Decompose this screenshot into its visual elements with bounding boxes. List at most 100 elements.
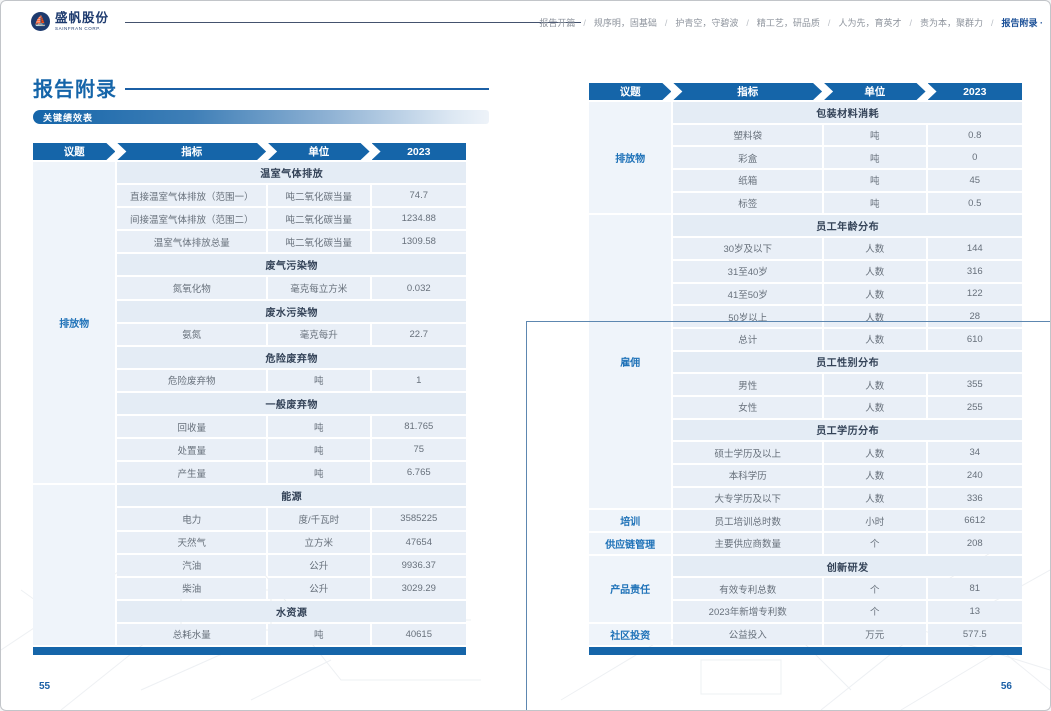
value-cell: 6.765 xyxy=(371,462,466,484)
nav-item[interactable]: 护青空，守碧波 xyxy=(675,18,739,28)
indicator-cell: 硕士学历及以上 xyxy=(673,442,823,463)
unit-cell: 个 xyxy=(824,601,926,622)
indicator-cell: 总计 xyxy=(673,328,823,350)
section-row: 废水污染物 xyxy=(117,300,466,322)
indicator-cell: 产生量 xyxy=(117,462,267,484)
report-section-nav: 报告开篇 / 规序明，固基础 / 护青空，守碧波 / 精工艺，研品质 / 人为先，育英才 / 责为本… xyxy=(539,16,1043,29)
section-row: 水资源 xyxy=(117,600,466,622)
value-cell: 1309.58 xyxy=(371,231,466,253)
indicator-cell: 31至40岁 xyxy=(673,260,823,282)
indicator-cell: 处置量 xyxy=(117,439,267,461)
unit-cell: 吨 xyxy=(824,170,926,191)
section-row: 危险废弃物 xyxy=(117,346,466,368)
unit-cell: 吨 xyxy=(268,623,370,645)
nav-item[interactable]: 规序明，固基础 xyxy=(593,18,657,28)
table-body: 排放物 温室气体排放 直接温室气体排放（范围一） 吨二氧化碳当量 74.7 间接温室气体排… xyxy=(33,162,466,645)
indicator-cell: 主要供应商数量 xyxy=(673,533,823,554)
unit-cell: 人数 xyxy=(824,260,926,282)
indicator-cell: 汽油 xyxy=(117,554,267,576)
table-header: 议题 指标 单位 2023 xyxy=(33,143,466,160)
unit-cell: 个 xyxy=(824,578,926,600)
unit-cell: 吨二氧化碳当量 xyxy=(268,185,370,207)
indicator-cell: 标签 xyxy=(673,192,823,214)
title-rule xyxy=(125,88,489,90)
topic-cell: 排放物 xyxy=(33,162,116,484)
indicator-cell: 50岁以上 xyxy=(673,306,823,327)
table-footer-bar xyxy=(589,646,1022,655)
indicator-cell: 2023年新增专利数 xyxy=(673,601,823,622)
value-cell: 6612 xyxy=(927,510,1022,532)
nav-separator: / xyxy=(583,17,586,28)
unit-cell: 小时 xyxy=(824,510,926,532)
unit-cell: 人数 xyxy=(824,487,926,509)
indicator-cell: 有效专利总数 xyxy=(673,578,823,600)
unit-cell: 人数 xyxy=(824,465,926,486)
nav-item[interactable]: 报告附录 · xyxy=(1001,18,1044,28)
nav-separator: / xyxy=(990,17,994,28)
unit-cell: 立方米 xyxy=(268,531,370,553)
value-cell: 3029.29 xyxy=(371,577,466,599)
unit-cell: 吨 xyxy=(824,124,926,146)
unit-cell: 万元 xyxy=(824,623,926,645)
indicator-cell: 氨氮 xyxy=(117,323,267,345)
topic-cell: 雇佣 xyxy=(589,215,672,509)
unit-cell: 公升 xyxy=(268,577,370,599)
indicator-cell: 电力 xyxy=(117,508,267,530)
unit-cell: 人数 xyxy=(824,238,926,259)
unit-cell: 吨 xyxy=(268,462,370,484)
value-cell: 577.5 xyxy=(927,623,1022,645)
page-title: 报告附录 xyxy=(33,79,117,101)
brand-name-en: SAINFRAN CORP. xyxy=(55,25,102,31)
topic-cell: 排放物 xyxy=(589,102,672,214)
indicator-cell: 彩盒 xyxy=(673,147,823,169)
value-cell: 81.765 xyxy=(371,416,466,438)
value-cell: 9936.37 xyxy=(371,554,466,576)
logo-icon: ⛵ xyxy=(31,12,50,31)
indicator-cell: 男性 xyxy=(673,374,823,395)
nav-item[interactable]: 精工艺，研品质 xyxy=(756,18,820,28)
unit-cell: 人数 xyxy=(824,328,926,350)
value-cell: 144 xyxy=(927,238,1022,259)
value-cell: 22.7 xyxy=(371,323,466,345)
section-banner: 关键绩效表 xyxy=(33,110,489,124)
indicator-cell: 女性 xyxy=(673,396,823,418)
unit-cell: 吨 xyxy=(268,416,370,438)
topic-cell: 社区投资 xyxy=(589,623,672,645)
unit-cell: 个 xyxy=(824,533,926,554)
nav-item[interactable]: 报告开篇 xyxy=(539,18,576,28)
indicator-cell: 危险废弃物 xyxy=(117,369,267,391)
indicator-cell: 柴油 xyxy=(117,577,267,599)
indicator-cell: 天然气 xyxy=(117,531,267,553)
nav-separator: / xyxy=(827,17,831,28)
indicator-cell: 间接温室气体排放（范围二） xyxy=(117,208,267,230)
column-header: 单位 xyxy=(268,143,369,160)
value-cell: 208 xyxy=(927,533,1022,554)
value-cell: 75 xyxy=(371,439,466,461)
nav-separator: / xyxy=(664,17,668,28)
unit-cell: 吨 xyxy=(268,369,370,391)
value-cell: 0.8 xyxy=(927,124,1022,146)
nav-item[interactable]: 人为先，育英才 xyxy=(838,18,902,28)
unit-cell: 吨 xyxy=(268,439,370,461)
value-cell: 0 xyxy=(927,147,1022,169)
value-cell: 74.7 xyxy=(371,185,466,207)
unit-cell: 人数 xyxy=(824,396,926,418)
indicator-cell: 员工培训总时数 xyxy=(673,510,823,532)
nav-item[interactable]: 责为本，聚群力 xyxy=(919,18,983,28)
topic-cell xyxy=(33,485,116,645)
section-row: 包装材料消耗 xyxy=(673,102,1022,123)
value-cell: 13 xyxy=(927,601,1022,622)
kpi-table-left: 议题 指标 单位 2023 排放物 温室气体排放 直接温室气体排放（范围一） 吨二氧化碳当量 7… xyxy=(33,143,466,655)
table-footer-bar xyxy=(33,646,466,655)
kpi-table-right: 议题 指标 单位 2023 排放物 雇佣 培训 供应链管理 产品责任 社区投资 包装材料消耗 塑料袋吨… xyxy=(589,83,1022,655)
indicator-cell: 41至50岁 xyxy=(673,283,823,305)
table-header: 议题 指标 单位 2023 xyxy=(589,83,1022,100)
section-row: 能源 xyxy=(117,485,466,507)
value-cell: 1234.88 xyxy=(371,208,466,230)
topic-cell: 供应链管理 xyxy=(589,533,672,554)
value-cell: 28 xyxy=(927,306,1022,327)
section-row: 员工年龄分布 xyxy=(673,215,1022,237)
indicator-cell: 直接温室气体排放（范围一） xyxy=(117,185,267,207)
unit-cell: 人数 xyxy=(824,442,926,463)
